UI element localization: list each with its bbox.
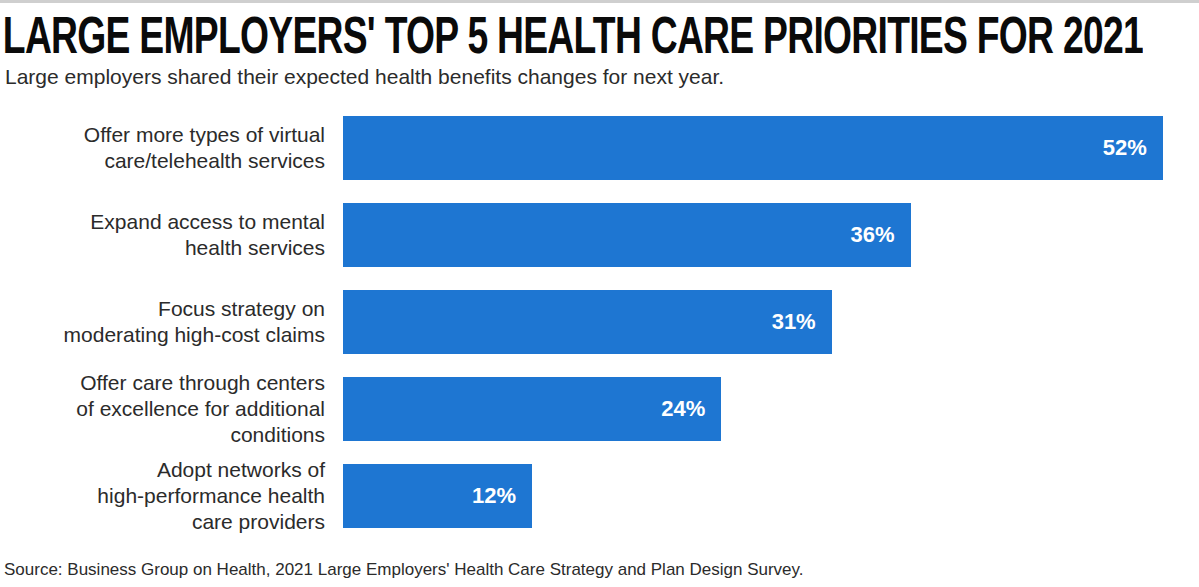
chart-title: LARGE EMPLOYERS' TOP 5 HEALTH CARE PRIOR… [0,9,1143,62]
chart-row: Adopt networks of high-performance healt… [0,464,1199,528]
bar: 52% [343,116,1163,180]
value-label: 52% [1103,135,1163,161]
chart-row: Offer care through centers of excellence… [0,377,1199,441]
bar-track: 31% [343,290,1199,354]
chart-subtitle: Large employers shared their expected he… [0,65,1199,89]
category-label: Offer more types of virtual care/telehea… [0,122,343,174]
value-label: 36% [850,222,910,248]
bar-track: 12% [343,464,1199,528]
bar: 31% [343,290,832,354]
chart-row: Focus strategy on moderating high-cost c… [0,290,1199,354]
value-label: 31% [772,309,832,335]
category-label: Focus strategy on moderating high-cost c… [0,296,343,348]
bar-chart: Offer more types of virtual care/telehea… [0,116,1199,528]
bar-track: 36% [343,203,1199,267]
bar-track: 24% [343,377,1199,441]
bar-track: 52% [343,116,1199,180]
header: LARGE EMPLOYERS' TOP 5 HEALTH CARE PRIOR… [0,3,1199,89]
bar: 36% [343,203,911,267]
bar: 24% [343,377,721,441]
value-label: 12% [472,483,532,509]
value-label: 24% [661,396,721,422]
category-label: Adopt networks of high-performance healt… [0,457,343,535]
category-label: Expand access to mental health services [0,209,343,261]
chart-row: Expand access to mental health services 3… [0,203,1199,267]
category-label: Offer care through centers of excellence… [0,370,343,448]
bar: 12% [343,464,532,528]
source-note: Source: Business Group on Health, 2021 L… [0,560,1199,580]
infographic: LARGE EMPLOYERS' TOP 5 HEALTH CARE PRIOR… [0,0,1199,587]
chart-row: Offer more types of virtual care/telehea… [0,116,1199,180]
